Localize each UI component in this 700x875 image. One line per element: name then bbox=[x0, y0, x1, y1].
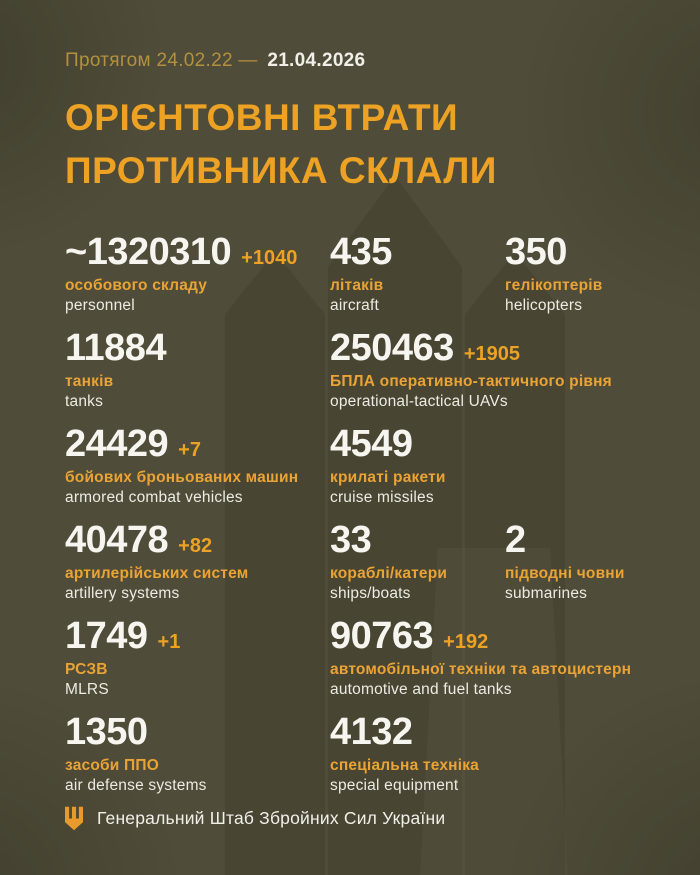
period-prefix: Протягом 24.02.22 — bbox=[65, 50, 258, 71]
stat-value: 4549 bbox=[330, 423, 413, 466]
stat-delta: +7 bbox=[178, 439, 201, 462]
stat-label-uk: засоби ППО bbox=[65, 757, 159, 775]
stat-value: 11884 bbox=[65, 327, 167, 370]
stat-value: ~1320310 bbox=[65, 231, 232, 274]
stat-tanks: 11884 танків tanks bbox=[65, 327, 330, 412]
stat-label-en: MLRS bbox=[65, 681, 109, 699]
title-line-1: ОРІЄНТОВНІ ВТРАТИ bbox=[65, 97, 459, 138]
stat-label-en: tanks bbox=[65, 393, 104, 411]
footer: Генеральний Штаб Збройних Сил України bbox=[65, 806, 445, 831]
stat-label-uk: БПЛА оперативно-тактичного рівня bbox=[330, 373, 612, 391]
stat-aircraft: 435 літаків aircraft bbox=[330, 231, 505, 316]
stat-delta: +192 bbox=[443, 631, 489, 654]
stat-label-uk: підводні човни bbox=[505, 565, 625, 583]
stat-label-en: armored combat vehicles bbox=[65, 489, 243, 507]
stat-delta: +1040 bbox=[241, 247, 298, 270]
stat-value: 33 bbox=[330, 519, 372, 562]
stat-value: 90763 bbox=[330, 615, 434, 658]
title-line-2: ПРОТИВНИКА СКЛАЛИ bbox=[65, 149, 497, 191]
stat-label-uk: автомобільної техніки та автоцистерн bbox=[330, 661, 632, 679]
stat-special-equipment: 4132 спеціальна техніка special equipmen… bbox=[330, 711, 700, 796]
stat-value: 435 bbox=[330, 231, 392, 274]
stat-delta: +1 bbox=[157, 631, 181, 654]
stat-delta: +82 bbox=[178, 535, 213, 558]
period-end-date: 21.04.2026 bbox=[267, 50, 366, 71]
stat-personnel: ~1320310 +1040 особового складу personne… bbox=[65, 231, 330, 316]
stat-automotive: 90763 +192 автомобільної техніки та авто… bbox=[330, 615, 700, 700]
stat-label-uk: гелікоптерів bbox=[505, 277, 603, 295]
stat-ships: 33 кораблі/катери ships/boats bbox=[330, 519, 505, 604]
stat-label-en: automotive and fuel tanks bbox=[330, 681, 512, 699]
stat-label-uk: особового складу bbox=[65, 277, 208, 295]
stat-helicopters: 350 гелікоптерів helicopters bbox=[505, 231, 700, 316]
page-title: ОРІЄНТОВНІ ВТРАТИ ПРОТИВНИКА СКЛАЛИ bbox=[65, 92, 700, 197]
stats-grid: ~1320310 +1040 особового складу personne… bbox=[65, 231, 700, 807]
stat-uavs: 250463 +1905 БПЛА оперативно-тактичного … bbox=[330, 327, 700, 412]
stat-label-en: special equipment bbox=[330, 777, 459, 795]
stats-row-5: 1749 +1 РСЗВ MLRS 90763 +192 автомобільн… bbox=[65, 615, 700, 711]
stat-value: 2 bbox=[505, 519, 526, 562]
stats-row-1: ~1320310 +1040 особового складу personne… bbox=[65, 231, 700, 327]
stat-label-en: air defense systems bbox=[65, 777, 207, 795]
stats-row-2: 11884 танків tanks 250463 +1905 БПЛА опе… bbox=[65, 327, 700, 423]
stat-value: 1749 bbox=[65, 615, 148, 658]
stat-label-en: operational-tactical UAVs bbox=[330, 393, 508, 411]
stat-submarines: 2 підводні човни submarines bbox=[505, 519, 700, 604]
stat-label-uk: спеціальна техніка bbox=[330, 757, 479, 775]
stat-value: 24429 bbox=[65, 423, 169, 466]
report-period: Протягом 24.02.22 — 21.04.2026 bbox=[65, 50, 700, 72]
ukraine-trident-icon bbox=[65, 806, 83, 831]
stat-artillery: 40478 +82 артилерійських систем artiller… bbox=[65, 519, 330, 604]
stats-row-3: 24429 +7 бойових броньованих машин armor… bbox=[65, 423, 700, 519]
stat-label-uk: кораблі/катери bbox=[330, 565, 448, 583]
stat-label-uk: крилаті ракети bbox=[330, 469, 446, 487]
stat-value: 4132 bbox=[330, 711, 413, 754]
stat-label-en: cruise missiles bbox=[330, 489, 434, 507]
stat-delta: +1905 bbox=[463, 343, 520, 366]
stat-label-en: artillery systems bbox=[65, 585, 180, 603]
stat-label-uk: танків bbox=[65, 373, 114, 391]
stat-value: 250463 bbox=[330, 327, 454, 370]
stat-label-uk: бойових броньованих машин bbox=[65, 469, 299, 487]
stat-label-en: aircraft bbox=[330, 297, 379, 315]
stat-value: 1350 bbox=[65, 711, 148, 754]
stat-cruise-missiles: 4549 крилаті ракети cruise missiles bbox=[330, 423, 700, 508]
stat-value: 350 bbox=[505, 231, 567, 274]
stats-row-6: 1350 засоби ППО air defense systems 4132… bbox=[65, 711, 700, 807]
stat-armored-vehicles: 24429 +7 бойових броньованих машин armor… bbox=[65, 423, 330, 508]
stat-label-uk: артилерійських систем bbox=[65, 565, 249, 583]
stat-mlrs: 1749 +1 РСЗВ MLRS bbox=[65, 615, 330, 700]
footer-text: Генеральний Штаб Збройних Сил України bbox=[97, 808, 446, 828]
stat-label-en: submarines bbox=[505, 585, 588, 603]
stats-row-4: 40478 +82 артилерійських систем artiller… bbox=[65, 519, 700, 615]
stat-label-en: helicopters bbox=[505, 297, 583, 315]
stat-air-defense: 1350 засоби ППО air defense systems bbox=[65, 711, 330, 796]
stat-label-en: ships/boats bbox=[330, 585, 411, 603]
stat-label-uk: літаків bbox=[330, 277, 384, 295]
stat-label-uk: РСЗВ bbox=[65, 661, 108, 679]
stat-value: 40478 bbox=[65, 519, 169, 562]
stat-label-en: personnel bbox=[65, 297, 135, 315]
content: Протягом 24.02.22 — 21.04.2026 ОРІЄНТОВН… bbox=[65, 50, 700, 807]
